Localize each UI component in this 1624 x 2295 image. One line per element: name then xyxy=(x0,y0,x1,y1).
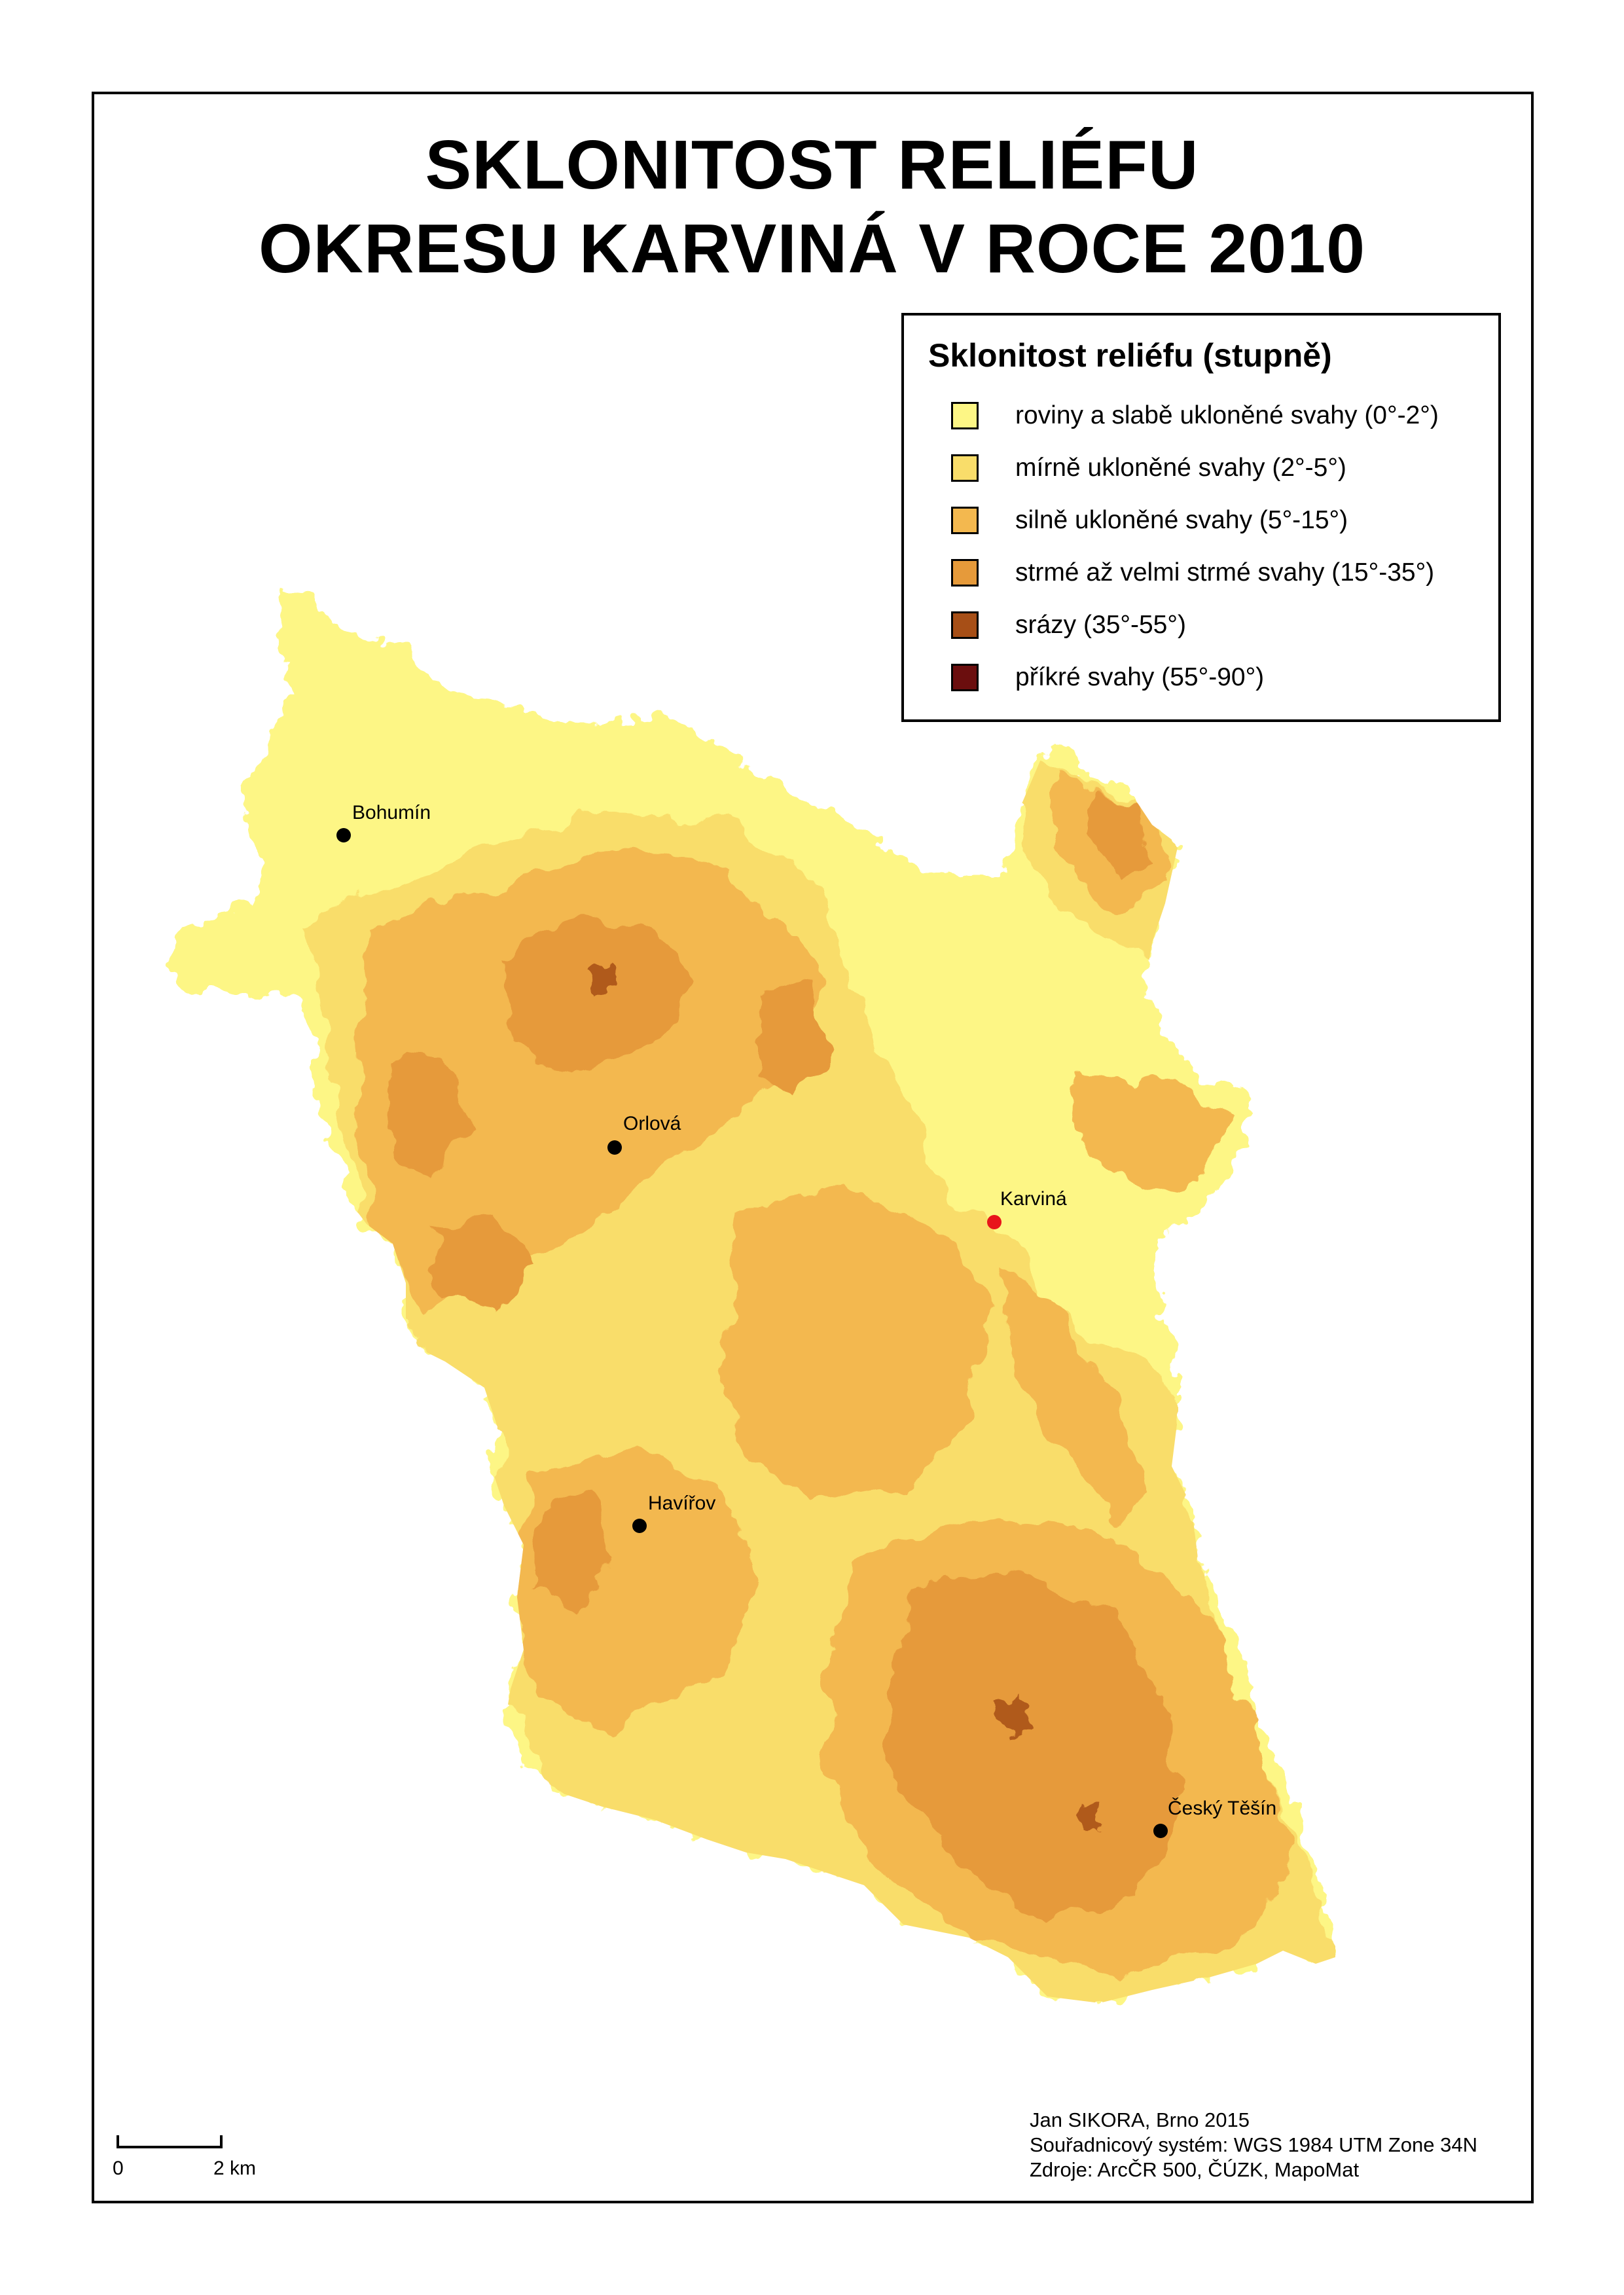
legend-swatch xyxy=(951,454,979,482)
city-marker-cesky-tesin xyxy=(1153,1824,1168,1838)
legend-swatch xyxy=(951,664,979,691)
map-frame xyxy=(92,92,1534,2203)
city-label-havirov: Havířov xyxy=(648,1492,716,1514)
credits-author: Jan SIKORA, Brno 2015 xyxy=(1030,2108,1250,2131)
map-credits: Jan SIKORA, Brno 2015 Souřadnicový systé… xyxy=(1030,2108,1477,2182)
legend-swatch xyxy=(951,559,979,587)
city-label-orlova: Orlová xyxy=(623,1113,681,1134)
scale-start-label: 0 xyxy=(113,2158,124,2179)
city-label-karvina: Karviná xyxy=(1000,1188,1067,1210)
legend-label: příkré svahy (55°-90°) xyxy=(1015,663,1265,691)
map-title-line-2: OKRESU KARVINÁ V ROCE 2010 xyxy=(258,210,1366,287)
city-label-cesky-tesin: Český Těšín xyxy=(1168,1798,1277,1819)
legend-title: Sklonitost reliéfu (stupně) xyxy=(928,337,1332,374)
legend-item: strmé až velmi strmé svahy (15°-35°) xyxy=(951,558,1434,588)
city-marker-havirov xyxy=(632,1519,647,1533)
city-marker-bohumin xyxy=(336,828,351,842)
map-title-line-1: SKLONITOST RELIÉFU xyxy=(425,126,1199,204)
legend-label: roviny a slabě ukloněné svahy (0°-2°) xyxy=(1015,401,1439,429)
map-legend: Sklonitost reliéfu (stupně) roviny a sla… xyxy=(901,313,1501,722)
legend-label: mírně ukloněné svahy (2°-5°) xyxy=(1015,454,1346,482)
legend-swatch xyxy=(951,402,979,429)
legend-swatch xyxy=(951,507,979,534)
legend-label: strmé až velmi strmé svahy (15°-35°) xyxy=(1015,558,1435,587)
credits-coordinate-system: Souřadnicový systém: WGS 1984 UTM Zone 3… xyxy=(1030,2133,1477,2156)
legend-label: srázy (35°-55°) xyxy=(1015,611,1186,639)
legend-swatch xyxy=(951,611,979,639)
legend-item: roviny a slabě ukloněné svahy (0°-2°) xyxy=(951,401,1439,431)
legend-item: příkré svahy (55°-90°) xyxy=(951,662,1264,693)
legend-item: silně ukloněné svahy (5°-15°) xyxy=(951,505,1348,535)
legend-item: srázy (35°-55°) xyxy=(951,610,1186,640)
city-marker-karvina xyxy=(987,1215,1001,1229)
city-label-bohumin: Bohumín xyxy=(352,802,431,823)
legend-item: mírně ukloněné svahy (2°-5°) xyxy=(951,453,1346,483)
map-title: SKLONITOST RELIÉFU OKRESU KARVINÁ V ROCE… xyxy=(0,123,1624,291)
scale-bar xyxy=(117,2135,223,2148)
legend-label: silně ukloněné svahy (5°-15°) xyxy=(1015,506,1348,534)
credits-sources: Zdroje: ArcČR 500, ČÚZK, MapoMat xyxy=(1030,2158,1360,2181)
scale-end-label: 2 km xyxy=(213,2158,257,2179)
city-marker-orlova xyxy=(607,1140,622,1155)
